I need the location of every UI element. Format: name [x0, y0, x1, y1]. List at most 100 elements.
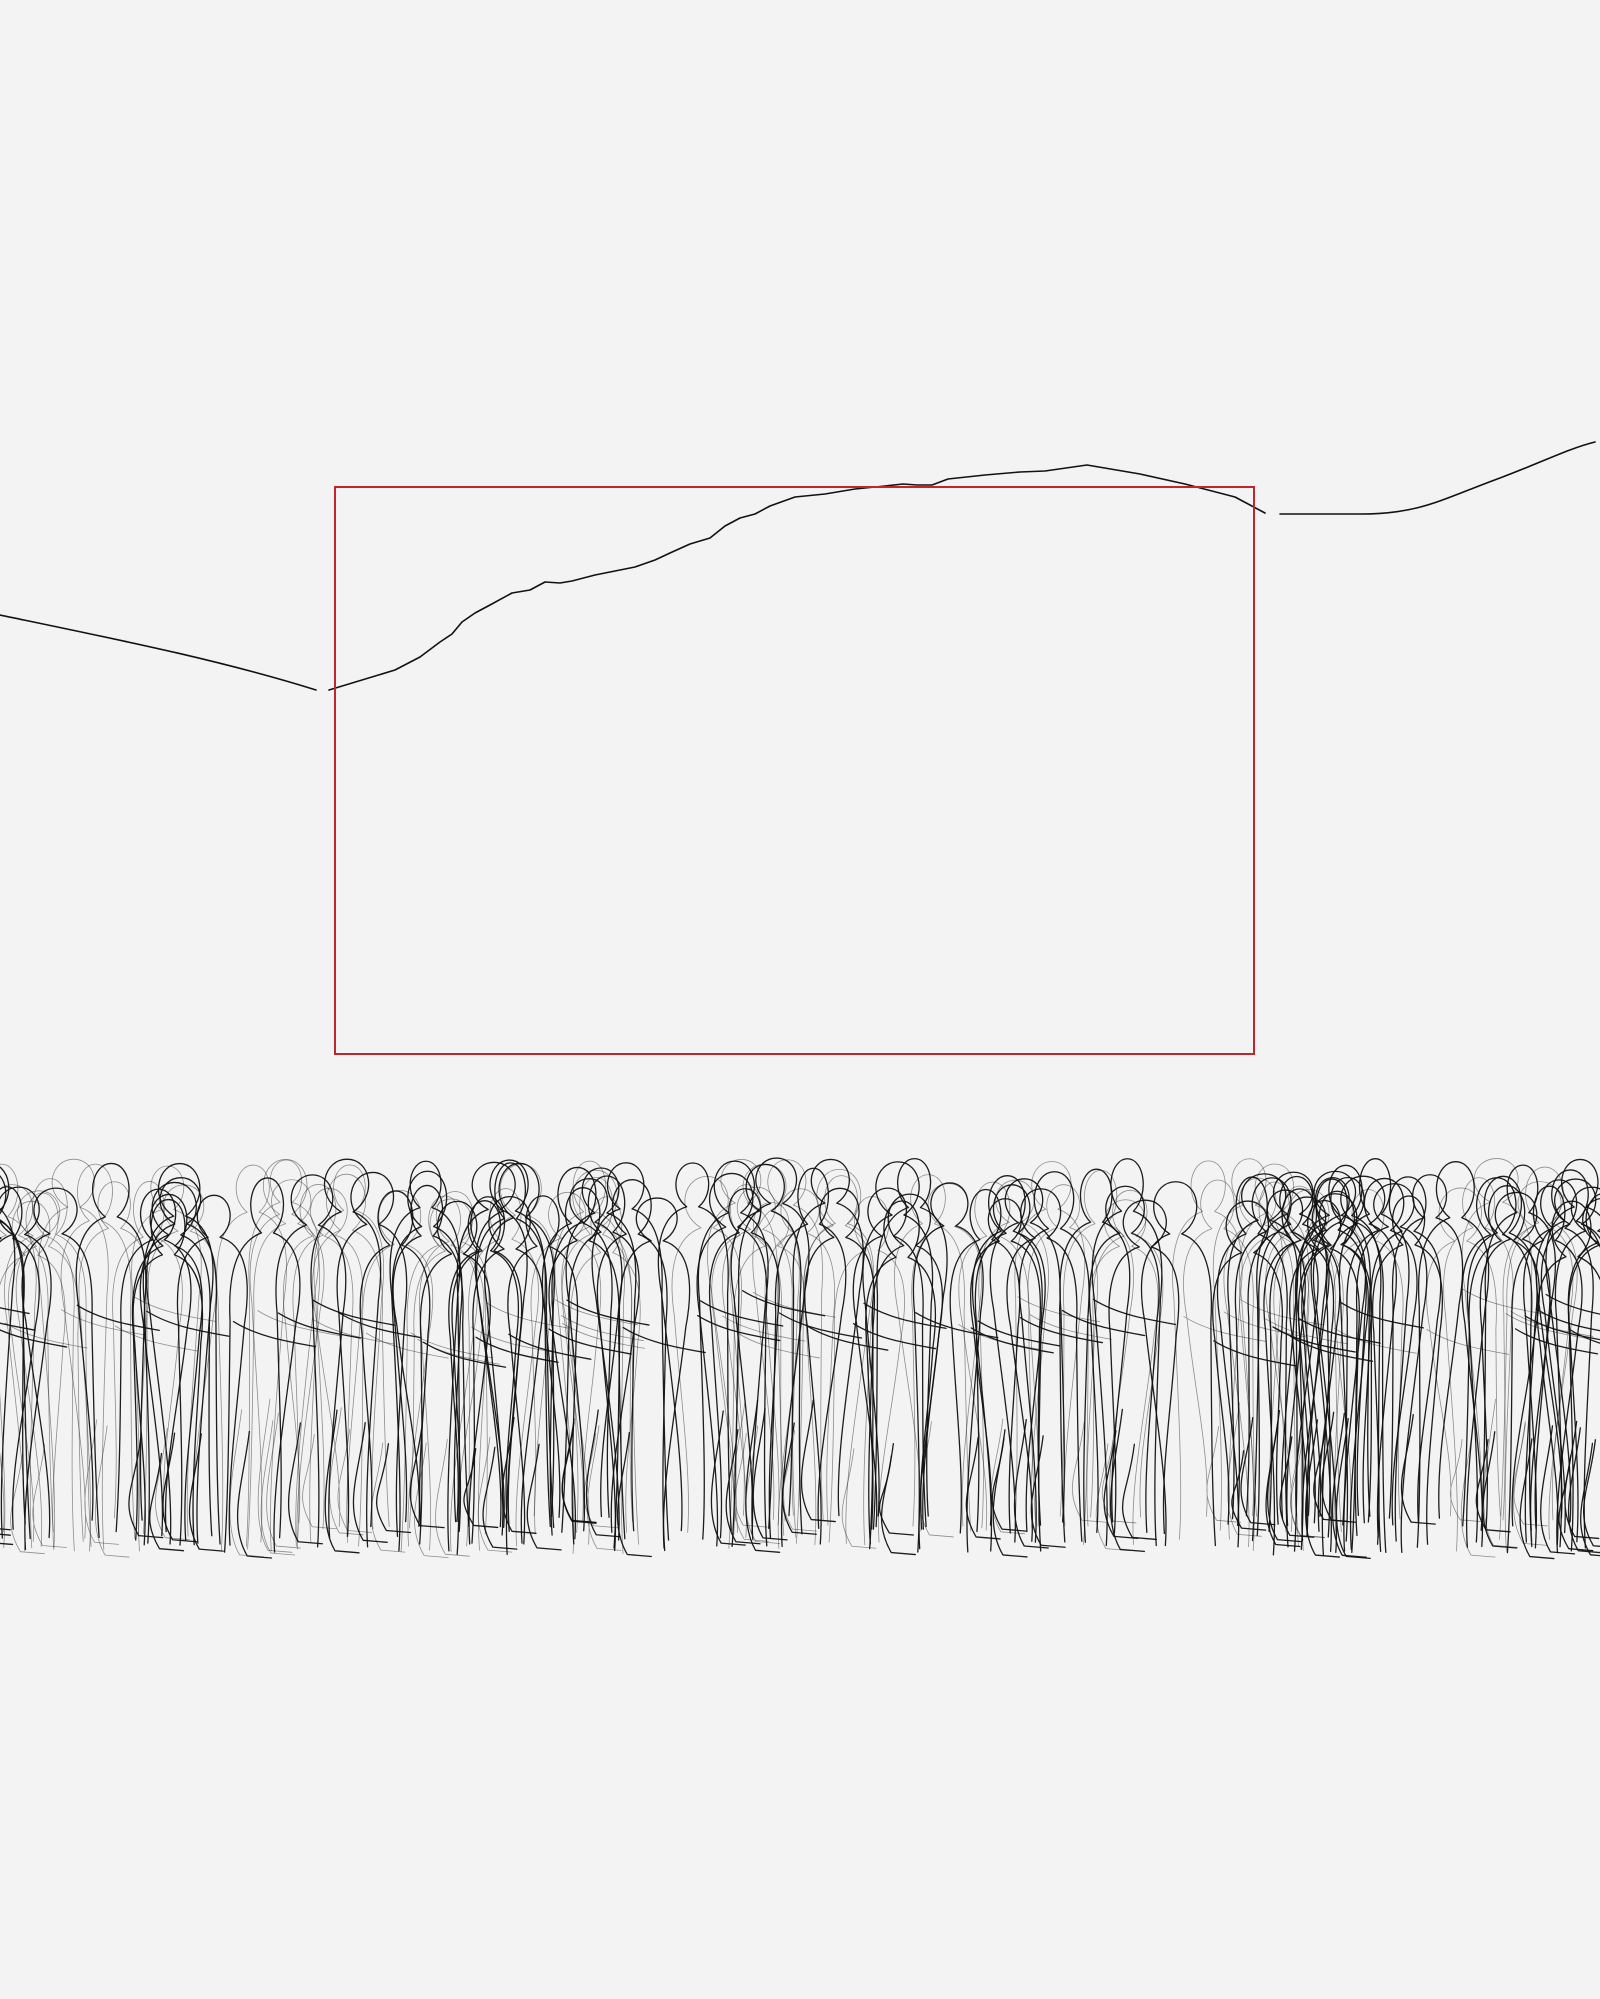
figure-outline [1466, 1175, 1538, 1549]
figure-outline [484, 1163, 570, 1535]
figure-outline [131, 1165, 217, 1537]
figure-outline [708, 1188, 780, 1545]
figure-outline [400, 1195, 494, 1559]
figure-outline [1018, 1171, 1104, 1543]
figure-outline [958, 1181, 1042, 1531]
horizon-line-left [0, 614, 317, 691]
figure-outline [391, 1170, 463, 1529]
figure-outline [548, 1187, 632, 1540]
figure-outline [1567, 1193, 1600, 1557]
figure-outline [768, 1167, 863, 1535]
figure-outline [1296, 1178, 1381, 1522]
figure-outline [1540, 1178, 1600, 1540]
figure-outline [912, 1182, 999, 1553]
figure-outline [1426, 1187, 1510, 1523]
figure-outline [730, 1163, 803, 1541]
figure-outline [466, 1188, 555, 1553]
figure-outline [312, 1173, 395, 1533]
figure-outline [313, 1164, 384, 1536]
figure-outline [471, 1195, 559, 1550]
figure-outline [145, 1177, 230, 1545]
figure-outline [282, 1184, 354, 1530]
figure-outline [60, 1163, 144, 1545]
figure-outline [0, 1186, 40, 1536]
figure-outline [1014, 1161, 1101, 1526]
figure-outline [1416, 1161, 1490, 1548]
figure-outline [894, 1174, 972, 1538]
figure-outline [1212, 1158, 1284, 1537]
figure-outline [0, 1186, 68, 1551]
figure-outline [249, 1159, 321, 1549]
figure-outline [764, 1188, 836, 1532]
figure-outline [1088, 1185, 1160, 1539]
figure-outline [336, 1171, 422, 1543]
figure-outline [1536, 1200, 1600, 1552]
figure-outline [530, 1191, 602, 1517]
figure-outline [949, 1188, 1021, 1540]
figure-outline [223, 1177, 317, 1559]
figure-outline [554, 1160, 639, 1554]
figure-outline [989, 1178, 1066, 1549]
figure-outline [475, 1162, 555, 1534]
figure-outline [788, 1158, 864, 1523]
figure-outline [112, 1181, 198, 1519]
figure-outline [1234, 1177, 1306, 1526]
figure-outline [561, 1169, 644, 1551]
figure-outline [1522, 1179, 1600, 1555]
figure-outline [1293, 1176, 1367, 1558]
figure-outline [1140, 1181, 1217, 1547]
crowd [0, 1157, 1600, 1560]
figure-outline [0, 1184, 54, 1533]
figure-outline [0, 1200, 66, 1555]
figure-outline [657, 1162, 732, 1532]
figure-outline [1502, 1181, 1589, 1527]
figure-outline [1239, 1163, 1324, 1551]
figure-outline [804, 1187, 889, 1545]
figure-outline [596, 1179, 668, 1558]
figure-outline [1443, 1177, 1514, 1558]
figure-outline [1310, 1164, 1382, 1558]
figure-outline [115, 1188, 192, 1539]
figure-outline [75, 1162, 160, 1521]
figure-outline [1090, 1189, 1164, 1524]
figure-outline [1461, 1158, 1546, 1548]
figure-outline [1289, 1199, 1374, 1537]
figure-outline [1273, 1189, 1358, 1538]
figure-outline [1567, 1198, 1600, 1547]
figure-outline [15, 1178, 92, 1547]
figure-outline [1342, 1177, 1418, 1526]
figure-outline [1268, 1196, 1356, 1538]
figure-outline [419, 1191, 490, 1557]
figure-outline [752, 1159, 836, 1520]
figure-outline [1506, 1185, 1599, 1560]
figure-outline [561, 1176, 645, 1529]
figure-outline [245, 1159, 320, 1553]
figure-outline [728, 1202, 820, 1549]
figure-outline [570, 1196, 641, 1533]
figure-outline [1312, 1176, 1387, 1559]
figure-outline [1006, 1188, 1083, 1548]
figure-outline [1245, 1189, 1319, 1517]
figure-outline [142, 1184, 218, 1541]
figure-outline [419, 1200, 507, 1545]
figure-outline [711, 1184, 785, 1542]
figure-outline [1059, 1168, 1146, 1523]
figure-outline [1461, 1177, 1533, 1548]
figure-outline [1212, 1200, 1297, 1531]
figure-outline [1227, 1173, 1299, 1526]
horizon-line-right [1279, 441, 1596, 515]
figure-outline [1027, 1184, 1113, 1527]
figure-outline [1108, 1199, 1180, 1541]
figure-outline [456, 1161, 528, 1555]
figure-outline [1183, 1179, 1267, 1523]
figure-outline [7, 1192, 84, 1548]
figure-outline [696, 1172, 781, 1547]
figure-outline [1300, 1170, 1371, 1523]
figure-outline [132, 1198, 204, 1552]
figure-outline [1223, 1177, 1307, 1548]
figure-outline [409, 1198, 500, 1529]
red-frame [334, 486, 1255, 1055]
